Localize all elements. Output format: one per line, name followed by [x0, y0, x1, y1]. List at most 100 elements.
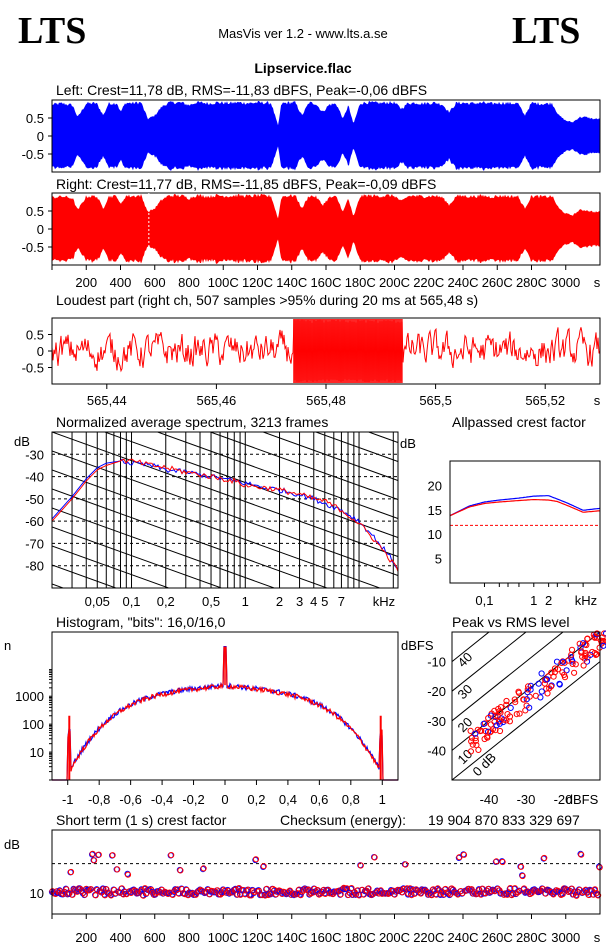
histogram-title: Histogram, "bits": 16,0/16,0 — [56, 614, 226, 630]
spectrum-ytick-label: -70 — [25, 536, 44, 551]
crest-right-point — [114, 866, 121, 873]
peakrms-point — [473, 742, 480, 749]
peakrms-point — [497, 704, 504, 711]
peakrms-ytick-label: -10 — [427, 655, 446, 670]
crest-right-point — [200, 865, 207, 872]
spectrum-diagonal — [52, 507, 276, 588]
loudest-xtick-label: 565,52 — [525, 393, 565, 408]
peakrms-point — [580, 662, 587, 669]
crest-right-point — [69, 891, 76, 898]
crest-right-point — [234, 891, 241, 898]
spectrum-xtick-label: 2 — [276, 594, 283, 609]
spectrum-ytick-label: -60 — [25, 514, 44, 529]
crest-right-point — [400, 885, 407, 893]
peakrms-point — [561, 674, 569, 681]
peak-rms-title: Peak vs RMS level — [452, 614, 570, 630]
left-channel-waveform — [52, 100, 600, 171]
histogram-xtick-label: 1 — [379, 792, 386, 807]
peakrms-point — [558, 659, 565, 667]
peakrms-point — [580, 640, 587, 647]
histogram-xtick-label: 0 — [221, 792, 228, 807]
allpass-ytick-label: 15 — [428, 503, 442, 518]
spectrum-xtick-label: 0,05 — [85, 594, 110, 609]
histogram-xtick-label: 0,8 — [342, 792, 360, 807]
spectrum-ytick-label: -80 — [25, 559, 44, 574]
right-xtick-label: 100C — [208, 275, 239, 290]
crest-right-point — [465, 885, 472, 893]
crest-right-point — [297, 892, 304, 899]
right-xtick-label: 200C — [379, 275, 410, 290]
right-channel-ytick-label: -0.5 — [22, 240, 44, 255]
peakrms-point — [513, 711, 520, 718]
crest-frame — [51, 829, 601, 915]
peakrms-point — [551, 669, 559, 676]
crest-right-point — [494, 885, 501, 893]
crest-right-point — [518, 863, 525, 870]
allpass-ytick-label: 10 — [428, 527, 442, 542]
crest-right-point — [442, 885, 449, 893]
peakrms-point — [568, 651, 575, 658]
peakrms-point — [503, 697, 510, 705]
peakrms-point — [506, 713, 514, 720]
crest-right-point — [288, 891, 295, 898]
loudest-xtick-label: 565,44 — [87, 393, 127, 408]
loudest-x-unit: s — [594, 393, 601, 408]
histogram-xtick-label: -0,8 — [88, 792, 110, 807]
peakrms-point — [563, 667, 570, 674]
peakrms-point — [467, 748, 474, 755]
peakrms-xtick-label: -30 — [517, 792, 536, 807]
crest-xtick-label: 240C — [447, 930, 478, 945]
peakrms-point — [476, 728, 484, 735]
crest-xtick-label: 200 — [75, 930, 97, 945]
peakrms-point — [568, 646, 576, 653]
loudest-part-title: Loudest part (right ch, 507 samples >95%… — [56, 292, 479, 308]
crest-right-point — [109, 852, 116, 859]
histogram-ytick-label: 1000 — [15, 689, 44, 704]
spectrum-x-unit: kHz — [373, 594, 395, 609]
peakrms-ylabel: dBFS — [401, 638, 434, 653]
crest-right-point — [67, 868, 75, 876]
peakrms-point — [526, 704, 533, 711]
crest-right-point — [348, 885, 355, 892]
peakrms-diagonal — [452, 632, 600, 752]
loudest-xtick-label: 565,5 — [419, 393, 452, 408]
crest-xtick-label: 140C — [276, 930, 307, 945]
histogram-ytick-label: 100 — [22, 717, 44, 732]
crest-right-point — [573, 892, 580, 899]
crest-right-point — [86, 887, 93, 894]
spectrum-diagonal — [52, 469, 382, 588]
allpass-left-series — [449, 495, 601, 517]
spectrum-ytick-label: -50 — [25, 492, 44, 507]
right-xtick-label: 240C — [447, 275, 478, 290]
spectrum-diagonal — [314, 432, 398, 463]
peakrms-diagonal-label: 20 — [455, 714, 476, 735]
peakrms-point — [503, 701, 510, 708]
spectrum-diagonal — [52, 564, 118, 588]
right-xtick-label: 120C — [242, 275, 273, 290]
crest-right-point — [474, 890, 481, 897]
peakrms-point — [524, 686, 531, 693]
spectrum-ylabel: dB — [14, 434, 30, 449]
crest-right-point — [541, 854, 548, 862]
spectrum-left-series — [51, 458, 399, 569]
crest-right-point — [578, 851, 585, 858]
peakrms-point — [548, 669, 555, 676]
right-xtick-label: 200 — [75, 275, 97, 290]
crest-xtick-label: 220C — [413, 930, 444, 945]
spectrum-xtick-label: 3 — [296, 594, 303, 609]
app-title: MasVis ver 1.2 - www.lts.a.se — [218, 26, 388, 41]
peakrms-point — [487, 721, 494, 728]
peakrms-point — [548, 683, 555, 690]
crest-xtick-label: 100C — [208, 930, 239, 945]
loudest-ytick-label: 0.5 — [26, 328, 44, 343]
peakrms-point — [481, 735, 488, 743]
crest-right-point — [460, 851, 468, 858]
histogram-xtick-label: -0,2 — [182, 792, 204, 807]
peakrms-point — [511, 696, 518, 703]
crest-right-point — [371, 854, 378, 861]
peakrms-point — [551, 665, 559, 672]
crest-right-point — [456, 854, 463, 861]
peakrms-point — [538, 688, 545, 695]
crest-xtick-label: 400 — [110, 930, 132, 945]
